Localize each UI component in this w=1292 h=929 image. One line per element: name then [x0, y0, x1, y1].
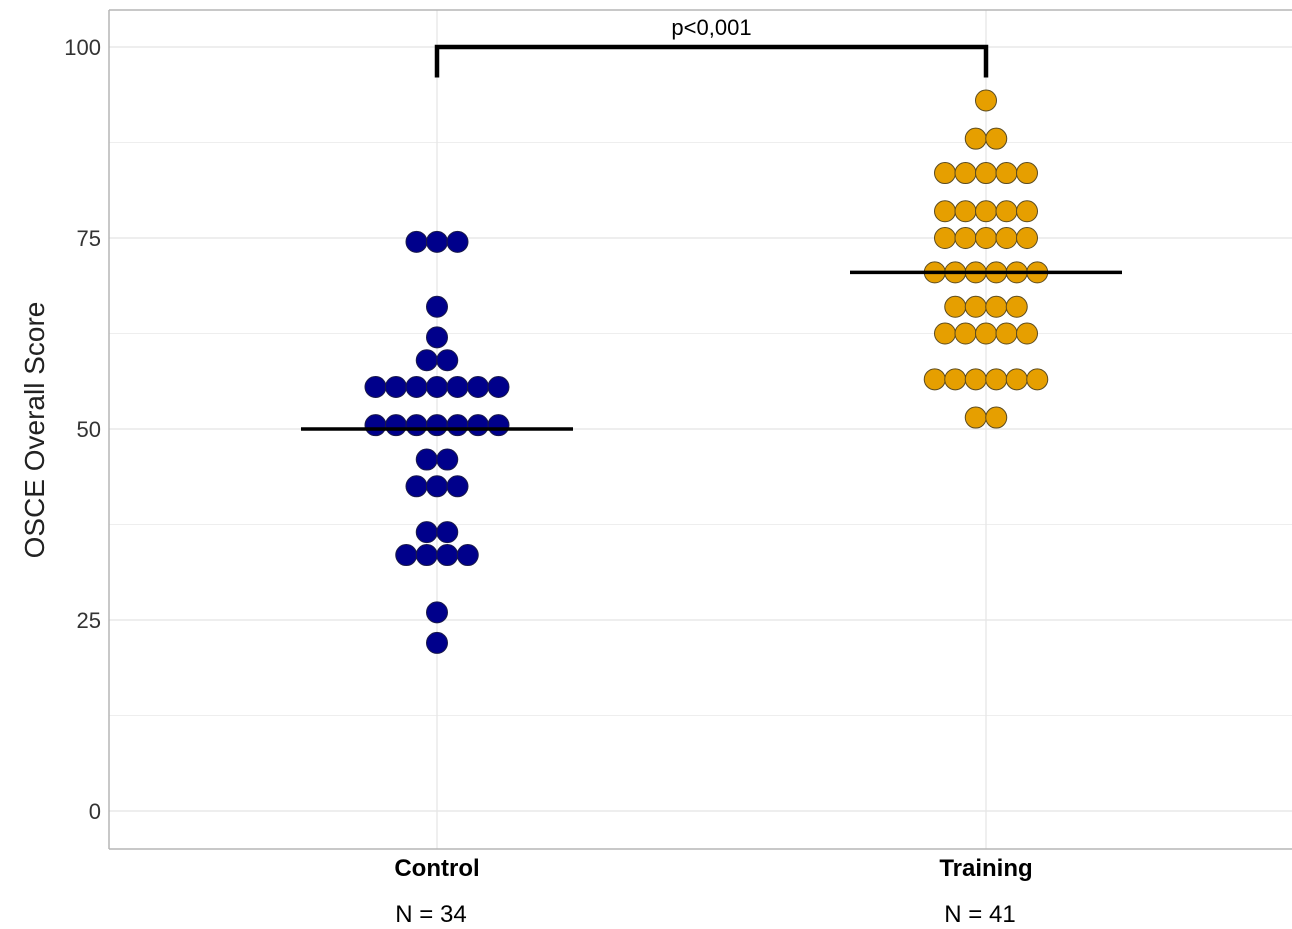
data-point-training	[954, 162, 977, 185]
data-point-training	[954, 200, 977, 223]
data-point-control	[426, 375, 448, 398]
data-point-control	[426, 475, 448, 498]
y-tick-label: 25	[77, 608, 101, 633]
data-point-training	[934, 200, 956, 223]
y-tick-label: 0	[89, 799, 101, 824]
data-point-control	[436, 521, 459, 544]
data-point-training	[1016, 322, 1038, 345]
data-point-training	[944, 295, 967, 318]
data-point-control	[436, 544, 459, 567]
data-point-training	[975, 322, 997, 345]
data-point-training	[964, 368, 987, 391]
data-point-control	[426, 295, 448, 318]
data-points	[364, 89, 1049, 654]
data-point-control	[436, 349, 459, 372]
data-point-control	[446, 230, 469, 253]
sample-size-label: N = 34	[395, 901, 466, 928]
data-point-control	[426, 414, 448, 437]
significance-bracket-line	[434, 44, 989, 78]
y-tick-label: 50	[77, 417, 101, 442]
grid-lines	[109, 10, 1292, 849]
data-point-control	[467, 414, 489, 437]
data-point-training	[975, 227, 997, 249]
y-tick-label: 100	[64, 35, 101, 60]
data-point-training	[954, 322, 977, 345]
data-point-control	[364, 414, 387, 437]
mean-lines	[301, 270, 1122, 431]
data-point-control	[426, 326, 448, 349]
category-labels: Control N = 34 Training N = 41	[394, 855, 1032, 928]
significance-bracket: p<0,001	[434, 15, 989, 78]
data-point-training	[1026, 368, 1049, 391]
data-point-control	[385, 375, 407, 398]
data-point-training	[995, 200, 1018, 223]
data-point-training	[985, 127, 1008, 150]
data-point-training	[964, 127, 987, 150]
data-point-training	[975, 162, 997, 185]
data-point-control	[446, 414, 469, 437]
data-point-control	[395, 544, 418, 567]
data-point-training	[985, 295, 1008, 318]
data-point-training	[985, 368, 1008, 391]
data-point-training	[964, 406, 987, 429]
data-point-training	[923, 368, 946, 391]
y-tick-labels: 0 25 50 75 100	[64, 35, 101, 824]
data-point-training	[934, 227, 956, 249]
data-point-control	[405, 414, 428, 437]
data-point-control	[487, 375, 510, 398]
data-point-training	[934, 322, 956, 345]
data-point-training	[975, 89, 997, 112]
data-point-control	[405, 475, 428, 498]
data-point-control	[436, 448, 459, 471]
data-point-training	[995, 227, 1018, 249]
data-point-control	[415, 521, 438, 544]
data-point-control	[415, 544, 438, 567]
data-point-control	[364, 375, 387, 398]
data-point-control	[487, 414, 510, 437]
data-point-training	[995, 322, 1018, 345]
data-point-control	[426, 230, 448, 253]
data-point-control	[456, 544, 479, 567]
significance-label: p<0,001	[671, 15, 751, 40]
data-point-training	[944, 368, 967, 391]
y-tick-label: 75	[77, 226, 101, 251]
sample-size-label: N = 41	[944, 901, 1015, 928]
data-point-control	[415, 448, 438, 471]
data-point-training	[1005, 368, 1028, 391]
data-point-control	[446, 375, 469, 398]
data-point-control	[467, 375, 489, 398]
data-point-training	[1016, 162, 1038, 185]
data-point-training	[964, 295, 987, 318]
data-point-control	[446, 475, 469, 498]
data-point-training	[1016, 200, 1038, 223]
data-point-training	[934, 162, 956, 185]
data-point-control	[415, 349, 438, 372]
data-point-training	[1005, 295, 1028, 318]
data-point-control	[426, 601, 448, 624]
y-axis-title: OSCE Overall Score	[19, 302, 50, 559]
data-point-training	[995, 162, 1018, 185]
data-point-control	[405, 230, 428, 253]
data-point-control	[385, 414, 407, 437]
data-point-training	[975, 200, 997, 223]
x-category-label: Training	[939, 855, 1032, 882]
data-point-training	[954, 227, 977, 249]
data-point-control	[405, 375, 428, 398]
x-category-label: Control	[394, 855, 479, 882]
data-point-control	[426, 631, 448, 654]
data-point-training	[1016, 227, 1038, 249]
data-point-training	[985, 406, 1008, 429]
